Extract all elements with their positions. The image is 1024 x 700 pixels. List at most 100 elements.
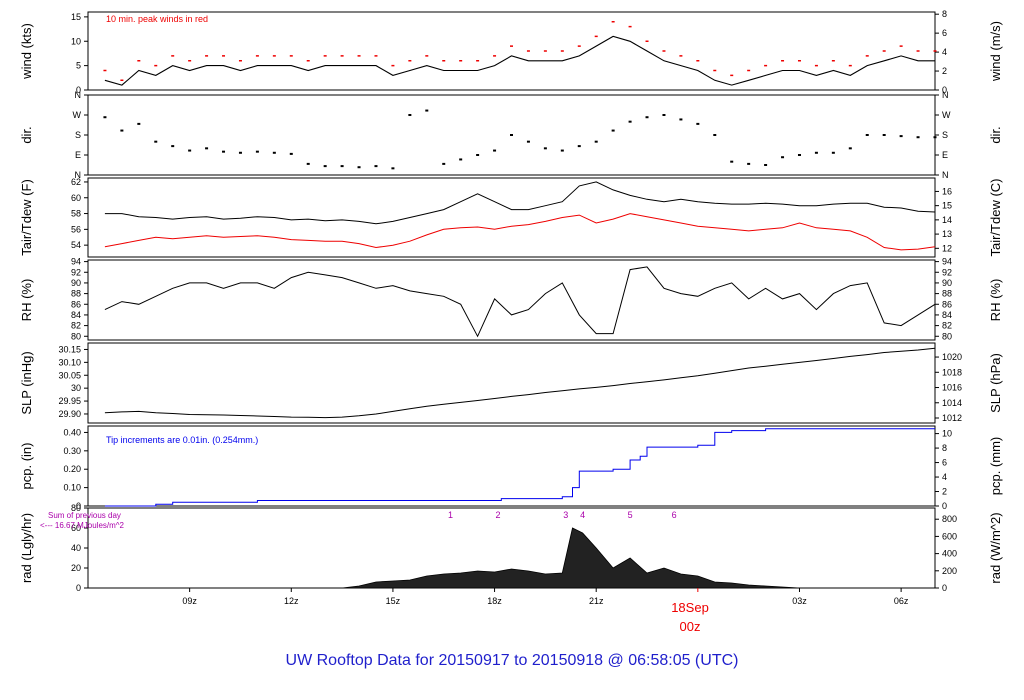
dir-ytick-label-right: W <box>942 110 951 120</box>
xtick-label: 15z <box>386 596 401 606</box>
dir-point <box>476 154 480 156</box>
temp-ylabel-right: Tair/Tdew (C) <box>988 178 1003 256</box>
dir-point <box>120 129 124 132</box>
xtick-label: 12z <box>284 596 299 606</box>
dir-point <box>933 136 937 139</box>
pcp-ytick-label-right: 8 <box>942 443 947 453</box>
slp-ylabel-left: SLP (inHg) <box>19 351 34 414</box>
pcp-ytick-label-right: 10 <box>942 429 952 439</box>
dir-point <box>865 134 869 136</box>
dir-point <box>628 120 632 123</box>
rh-ytick-label-left: 92 <box>71 267 81 277</box>
rad-area <box>342 527 800 589</box>
pcp-ytick-label-right: 6 <box>942 458 947 468</box>
footer-title: UW Rooftop Data for 20150917 to 20150918… <box>286 652 739 669</box>
temp-ylabel-left: Tair/Tdew (F) <box>19 179 34 256</box>
rad-ytick-label-left: 0 <box>76 583 81 593</box>
dir-point <box>747 162 751 165</box>
tdew-line <box>104 213 936 251</box>
rad-event-label: 1 <box>448 510 453 520</box>
dir-point <box>882 134 886 136</box>
dir-point <box>459 158 463 161</box>
slp-ytick-label-right: 1020 <box>942 352 962 362</box>
dir-point <box>730 160 734 163</box>
pcp-frame <box>87 425 936 507</box>
rad-ytick-label-right: 200 <box>942 566 957 576</box>
slp-ytick-label-left: 30.10 <box>58 357 81 367</box>
rh-ytick-label-right: 86 <box>942 299 952 309</box>
rad-event-label: 6 <box>672 510 677 520</box>
slp-ytick-label-right: 1012 <box>942 413 962 423</box>
slp-ytick-label-right: 1016 <box>942 383 962 393</box>
slp-frame <box>87 342 936 424</box>
dir-point <box>814 151 818 154</box>
xtick-label: 03z <box>792 596 807 606</box>
dir-point <box>764 164 768 166</box>
panel-slp: 29.90 29.95 30 30.05 30.10 30.15 1012 1014 1016 1… <box>19 342 1003 424</box>
rh-ylabel-left: RH (%) <box>19 279 34 322</box>
temp-ytick-label-left: 60 <box>71 193 81 203</box>
rad-ytick-label-right: 400 <box>942 549 957 559</box>
rad-event-label: 3 <box>563 510 568 520</box>
pcp-line <box>104 428 935 507</box>
dir-ytick-label-left: S <box>75 130 81 140</box>
dir-point <box>848 147 852 150</box>
dir-point <box>594 140 598 143</box>
slp-ytick-label-right: 1018 <box>942 367 962 377</box>
dir-ytick-label-right: N <box>942 170 949 180</box>
dir-ytick-label-right: E <box>942 150 948 160</box>
slp-ytick-label-left: 30.15 <box>58 344 81 354</box>
rh-ytick-label-right: 92 <box>942 267 952 277</box>
pcp-ytick-label-right: 4 <box>942 472 947 482</box>
pcp-ytick-label-left: 0.10 <box>63 483 81 493</box>
pcp-annotation: Tip increments are 0.01in. (0.254mm.) <box>106 435 258 445</box>
dir-ytick-label-right: N <box>942 90 949 100</box>
rh-ytick-label-left: 94 <box>71 257 81 267</box>
rh-ytick-label-right: 94 <box>942 257 952 267</box>
xtick-label: 06z <box>894 596 909 606</box>
panel-wind: 0 5 10 15 0 2 4 6 8 wind (kts) wind (m/s) 10 min. p… <box>19 9 1003 95</box>
rh-ytick-label-left: 90 <box>71 278 81 288</box>
dir-point <box>425 109 429 112</box>
dir-point <box>645 116 649 119</box>
dir-point <box>696 122 700 125</box>
dir-ytick-label-left: E <box>75 150 81 160</box>
rad-annotation-line2: <--- 16.67 MJoules/m^2 <box>40 521 125 530</box>
date-day-label: 18Sep <box>671 600 709 615</box>
pcp-ytick-label-left: 0.40 <box>63 427 81 437</box>
dir-point <box>493 149 497 152</box>
dir-point <box>340 165 344 168</box>
temp-ytick-label-right: 15 <box>942 201 952 211</box>
rh-ytick-label-right: 80 <box>942 331 952 341</box>
slp-ytick-label-right: 1014 <box>942 398 962 408</box>
dir-point <box>526 140 530 143</box>
rh-ytick-label-right: 84 <box>942 310 952 320</box>
dir-point <box>154 140 158 143</box>
wind-ytick-label-left: 5 <box>76 61 81 71</box>
temp-ytick-label-left: 54 <box>71 240 81 250</box>
rad-ylabel-left: rad (Lgly/hr) <box>19 513 34 583</box>
dir-point <box>543 147 547 150</box>
dir-point <box>188 149 192 152</box>
dir-ytick-label-right: S <box>942 130 948 140</box>
pcp-ytick-label-left: 0 <box>76 501 81 511</box>
pcp-ytick-label-left: 0.30 <box>63 446 81 456</box>
rh-ytick-label-left: 84 <box>71 310 81 320</box>
dir-point <box>577 145 581 148</box>
wind-ytick-label-left: 0 <box>76 85 81 95</box>
dir-ytick-label-left: W <box>73 110 82 120</box>
dir-point <box>374 165 378 168</box>
pcp-ylabel-right: pcp. (mm) <box>988 437 1003 496</box>
rad-ytick-label-left: 40 <box>71 543 81 553</box>
pcp-ylabel-left: pcp. (in) <box>19 443 34 490</box>
wind-ytick-label-right: 4 <box>942 47 947 57</box>
pcp-ytick-label-right: 0 <box>942 501 947 511</box>
dir-point <box>916 136 920 139</box>
dir-ylabel-right: dir. <box>988 126 1003 143</box>
time-axis: 09z 12z 15z 18z 21z 03z 06z <box>182 588 909 606</box>
wind-ytick-label-right: 2 <box>942 66 947 76</box>
